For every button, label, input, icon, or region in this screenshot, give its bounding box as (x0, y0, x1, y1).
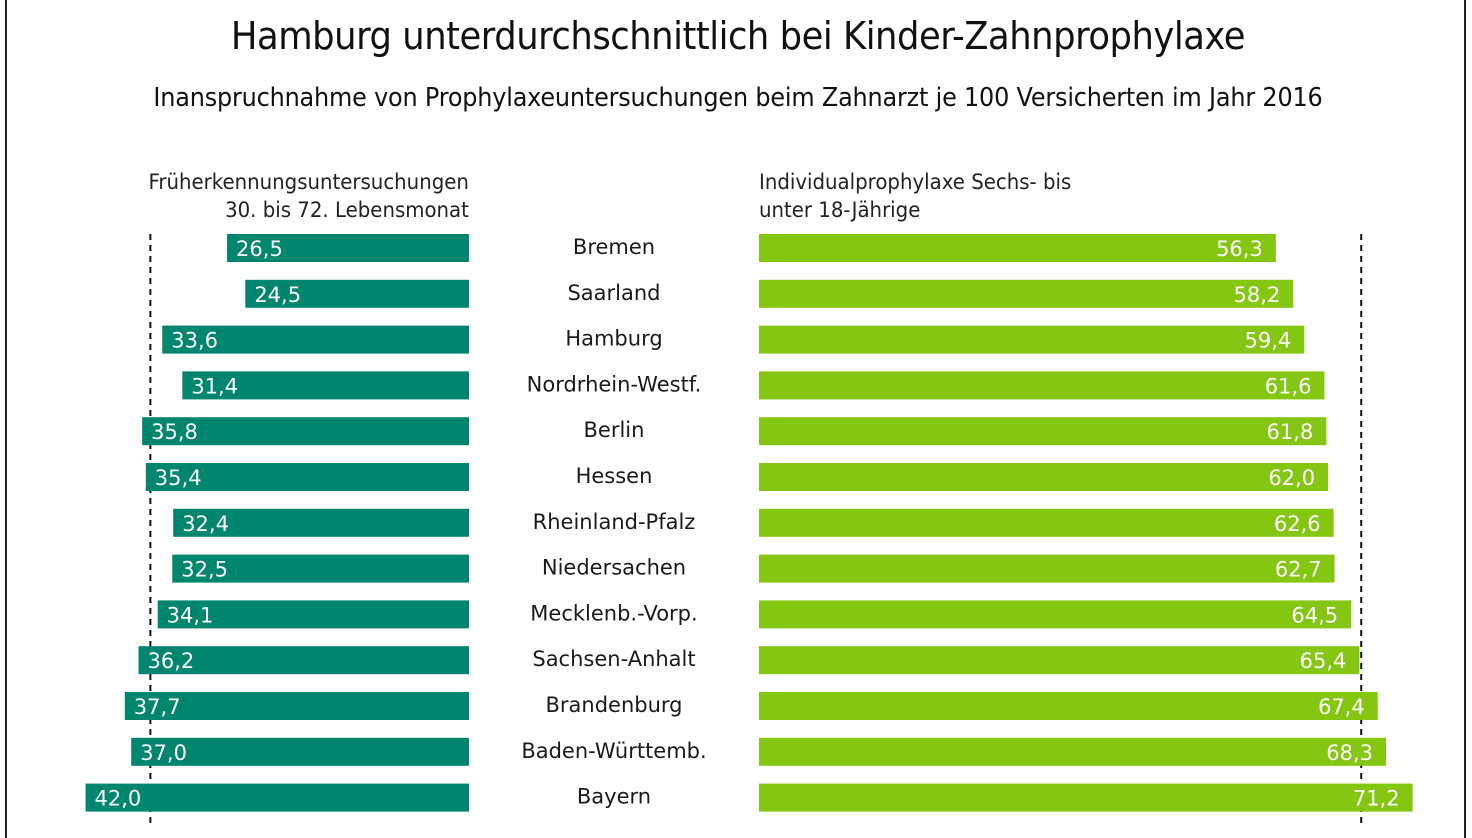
chart-title: Hamburg unterdurchschnittlich bei Kinder… (230, 14, 1246, 58)
state-label: Niedersachen (542, 556, 686, 580)
right-bar (759, 692, 1378, 720)
state-label: Sachsen-Anhalt (532, 647, 695, 671)
right-bar-value-label: 62,0 (1268, 466, 1315, 490)
left-bar (85, 783, 469, 812)
left-bar-value-label: 24,5 (254, 283, 301, 307)
left-bar (227, 234, 469, 262)
right-bar-value-label: 65,4 (1300, 649, 1347, 673)
state-label: Mecklenb.-Vorp. (530, 601, 697, 625)
reference-lines (149, 234, 1363, 828)
left-bar (145, 463, 469, 491)
state-label: Hamburg (565, 327, 662, 351)
left-bar (182, 371, 469, 400)
left-bar (245, 279, 469, 308)
left-bar (124, 692, 469, 720)
left-bar (173, 508, 470, 537)
left-bar (138, 646, 469, 675)
right-bar-value-label: 56,3 (1216, 237, 1263, 261)
left-bar-value-label: 31,4 (191, 374, 238, 398)
right-bar (759, 554, 1335, 583)
left-bar-value-label: 35,4 (155, 466, 202, 490)
state-label: Saarland (567, 281, 660, 305)
chart-subtitle: Inanspruchnahme von Prophylaxeuntersuchu… (153, 83, 1323, 113)
left-bar-value-label: 37,7 (134, 695, 181, 719)
chart-frame (5, 0, 1466, 838)
left-bar (131, 737, 469, 766)
state-label: Nordrhein-Westf. (527, 372, 702, 396)
right-bar (759, 371, 1325, 400)
right-bar-value-label: 61,6 (1265, 374, 1312, 398)
state-label: Berlin (584, 418, 645, 442)
right-bar (759, 646, 1360, 675)
left-series-header-line-2: 30. bis 72. Lebensmonat (225, 198, 469, 222)
state-label: Bayern (577, 785, 651, 809)
right-bar (759, 783, 1413, 812)
left-bar-value-label: 37,0 (140, 741, 187, 765)
left-bar-value-label: 34,1 (167, 603, 214, 627)
right-bar (759, 600, 1352, 629)
left-series-header: Früherkennungsuntersuchungen 30. bis 72.… (149, 168, 469, 224)
left-bar-value-label: 42,0 (95, 787, 142, 811)
right-bars: 56,3 58,2 59,4 61,6 61,8 62,0 62,6 62,7 64,5 65,4… (759, 234, 1413, 812)
state-label: Brandenburg (545, 693, 682, 717)
left-bar-value-label: 26,5 (236, 237, 283, 261)
left-bar (142, 417, 469, 446)
right-bar (759, 279, 1294, 308)
left-bars: 26,5 24,5 33,6 31,4 35,8 35,4 32,4 32,5 34,1 36,2… (85, 234, 470, 812)
right-bar-value-label: 71,2 (1353, 787, 1400, 811)
right-bar (759, 737, 1386, 766)
right-bar-value-label: 62,6 (1274, 512, 1321, 536)
right-bar (759, 234, 1276, 262)
right-bar-value-label: 67,4 (1318, 695, 1365, 719)
right-series-header-line-1: Individualprophylaxe Sechs- bis (759, 170, 1072, 194)
right-bar-value-label: 58,2 (1234, 283, 1281, 307)
right-bar-value-label: 61,8 (1267, 420, 1314, 444)
left-bar-value-label: 32,5 (181, 558, 228, 582)
state-labels: Bremen Saarland Hamburg Nordrhein-Westf. Ber… (521, 235, 706, 809)
left-bar (162, 325, 469, 354)
left-bar (157, 600, 470, 629)
right-bar (759, 463, 1329, 491)
state-label: Baden-Württemb. (521, 739, 706, 763)
right-bar (759, 325, 1305, 354)
right-bar-value-label: 68,3 (1326, 741, 1373, 765)
right-series-header-line-2: unter 18-Jährige (759, 198, 921, 222)
left-bar-value-label: 35,8 (151, 420, 198, 444)
left-bar-value-label: 32,4 (182, 512, 229, 536)
state-label: Bremen (573, 235, 655, 259)
right-bar (759, 417, 1327, 446)
right-bar-value-label: 59,4 (1245, 329, 1292, 353)
state-label: Hessen (576, 464, 653, 488)
right-series-header: Individualprophylaxe Sechs- bis unter 18… (759, 168, 1071, 224)
right-bar-value-label: 64,5 (1291, 603, 1338, 627)
left-bar (172, 554, 469, 583)
left-series-header-line-1: Früherkennungsuntersuchungen (148, 170, 469, 194)
right-bar-value-label: 62,7 (1275, 558, 1322, 582)
state-label: Rheinland-Pfalz (533, 510, 696, 534)
left-bar-value-label: 36,2 (147, 649, 194, 673)
right-bar (759, 508, 1334, 537)
left-bar-value-label: 33,6 (171, 329, 218, 353)
